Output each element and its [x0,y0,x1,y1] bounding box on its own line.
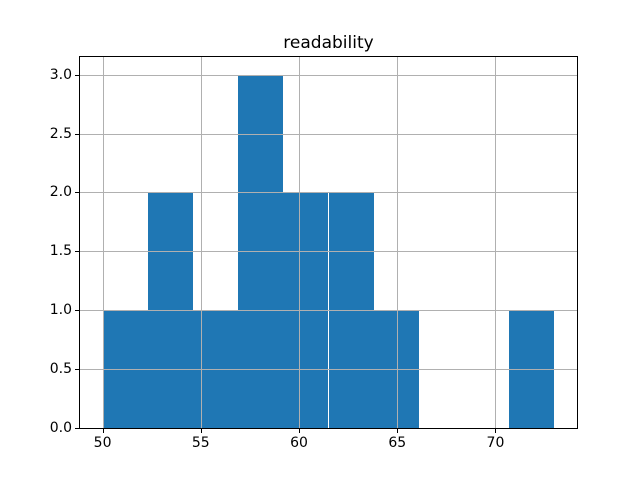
histogram-bar [328,192,374,428]
gridline-horizontal [80,369,577,371]
gridline-vertical [495,57,497,428]
gridline-horizontal [80,192,577,194]
x-tick-label: 65 [388,435,407,451]
histogram-bar [147,192,193,428]
gridline-vertical [102,57,104,428]
y-tick-mark [75,251,79,253]
gridline-horizontal [80,133,577,135]
gridline-vertical [299,57,301,428]
gridline-vertical [200,57,202,428]
histogram-bar [283,192,329,428]
y-tick-label: 2.5 [49,125,72,142]
y-tick-label: 0.5 [49,361,72,378]
histogram-bar [238,74,284,428]
y-tick-mark [75,74,79,76]
x-tick-label: 60 [290,435,308,451]
x-tick-label: 55 [191,435,210,451]
y-tick-mark [75,369,79,371]
x-tick-mark [200,429,202,433]
gridline-horizontal [80,310,577,312]
x-tick-mark [102,429,104,433]
x-tick-label: 50 [93,435,112,451]
y-tick-mark [75,192,79,194]
histogram-bar [102,310,148,428]
plot-area [79,56,578,429]
histogram-bar [373,310,419,428]
y-tick-label: 1.5 [49,243,72,260]
y-tick-label: 1.0 [49,302,72,319]
grid-layer [80,57,577,428]
x-tick-mark [495,429,497,433]
gridline-horizontal [80,251,577,253]
x-tick-mark [397,429,399,433]
y-tick-mark [75,428,79,429]
chart-title: readability [283,33,374,53]
gridline-vertical [397,57,399,428]
y-tick-mark [75,310,79,312]
bars-layer [80,57,577,428]
histogram-bar [509,310,555,428]
y-tick-label: 2.0 [49,184,72,201]
y-tick-label: 0.0 [49,420,72,436]
y-tick-label: 3.0 [49,66,72,83]
x-tick-label: 70 [486,435,505,451]
y-tick-mark [75,133,79,135]
histogram-bar [192,310,239,428]
x-tick-mark [299,429,301,433]
gridline-horizontal [80,74,577,76]
